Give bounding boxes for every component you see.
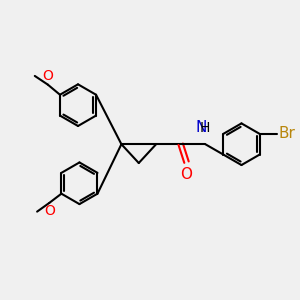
Text: O: O <box>42 69 53 83</box>
Text: H: H <box>200 121 211 135</box>
Text: N: N <box>195 120 207 135</box>
Text: Br: Br <box>278 126 295 141</box>
Text: O: O <box>44 204 55 218</box>
Text: O: O <box>181 167 193 182</box>
